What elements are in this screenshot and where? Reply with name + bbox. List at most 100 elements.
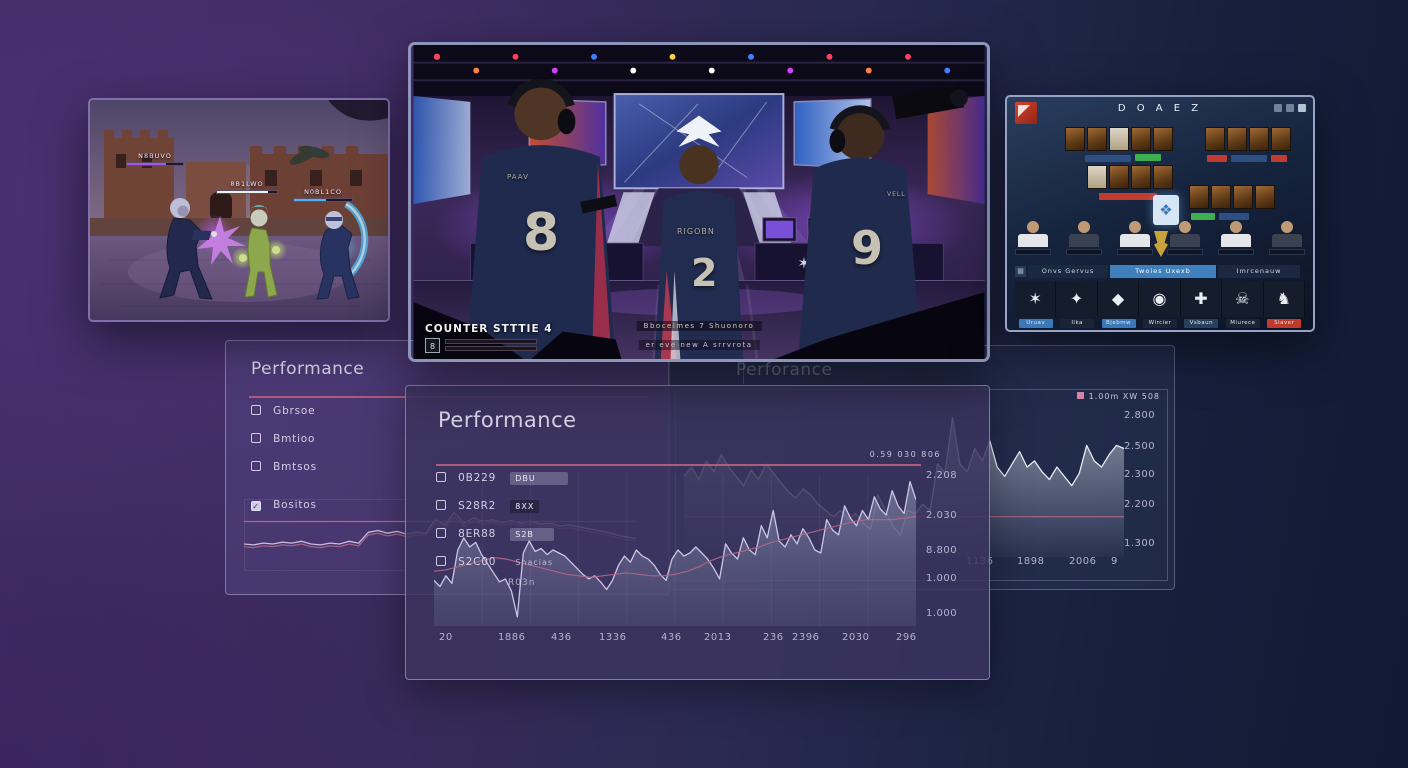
legend-checkbox-row[interactable]: Gbrsoe bbox=[251, 405, 317, 417]
player-nameplate bbox=[1116, 249, 1153, 255]
hero-portrait[interactable] bbox=[1087, 127, 1107, 151]
legend-checkbox-row[interactable]: 0B229 DBU bbox=[436, 472, 569, 485]
checkbox-icon[interactable] bbox=[436, 528, 446, 538]
hud-slot: 8 bbox=[425, 338, 440, 353]
legend-checkbox-row[interactable]: Bmtioo bbox=[251, 433, 317, 445]
nameplate: N0BL1CO bbox=[293, 188, 353, 202]
team-logo-icon[interactable]: ✦ bbox=[1056, 281, 1098, 317]
health-bar bbox=[445, 338, 537, 344]
player-card bbox=[1064, 221, 1104, 261]
score-bar bbox=[1085, 155, 1131, 162]
legend-swatch-icon bbox=[1076, 392, 1084, 399]
legend-badge: 8XX bbox=[510, 500, 540, 513]
team-logo-icon[interactable]: ☠ bbox=[1222, 281, 1264, 317]
loss-bar bbox=[1099, 193, 1157, 200]
grid-icon[interactable]: ▦ bbox=[1015, 266, 1026, 277]
player-card bbox=[1216, 221, 1256, 261]
window-maximize-icon[interactable] bbox=[1286, 104, 1294, 112]
y-tick: 1.300 bbox=[1124, 538, 1156, 549]
window-close-icon[interactable] bbox=[1298, 104, 1306, 112]
hero-portrait[interactable] bbox=[1271, 127, 1291, 151]
hero-portrait[interactable] bbox=[1131, 165, 1151, 189]
hero-portrait[interactable] bbox=[1153, 127, 1173, 151]
team-chip[interactable]: Ilka bbox=[1060, 319, 1095, 328]
hero-portrait[interactable] bbox=[1087, 165, 1107, 189]
player-left bbox=[466, 78, 618, 359]
bans-right bbox=[1189, 185, 1275, 209]
hero-portrait[interactable] bbox=[1109, 127, 1129, 151]
hero-portrait[interactable] bbox=[1189, 185, 1209, 209]
checkbox-checked-icon[interactable]: ✓ bbox=[251, 501, 261, 511]
legend-checkbox-row[interactable]: S28R2 8XX bbox=[436, 500, 568, 513]
team-logo-icon[interactable]: ♞ bbox=[1263, 281, 1305, 317]
performance-panel-main: Performance 0.59 030 806 0B229 DBU S28R2… bbox=[405, 385, 990, 680]
hero-portrait[interactable] bbox=[1211, 185, 1231, 209]
hero-portrait[interactable] bbox=[1249, 127, 1269, 151]
checkbox-icon[interactable] bbox=[251, 461, 261, 471]
legend-checkbox-row[interactable]: S2C00 Snacias bbox=[436, 556, 568, 569]
hero-portrait[interactable] bbox=[1233, 185, 1253, 209]
jersey-number: 2 bbox=[691, 251, 718, 295]
x-tick: 20 bbox=[439, 632, 453, 643]
player-card bbox=[1013, 221, 1053, 261]
team-chip[interactable]: Bjebmw bbox=[1101, 319, 1136, 328]
dota-logo-icon bbox=[1015, 102, 1037, 124]
team-chip[interactable]: Uruav bbox=[1018, 319, 1053, 328]
hero-portrait[interactable] bbox=[1065, 127, 1085, 151]
team-crest-icon: ❖ bbox=[1153, 195, 1179, 225]
tab-right[interactable]: Imrcenauw bbox=[1218, 265, 1300, 278]
tournament-logo-icon bbox=[676, 115, 722, 148]
window-title: D O A E Z bbox=[1117, 103, 1203, 114]
player-nameplate bbox=[1065, 249, 1102, 255]
panel-title: Perforance bbox=[736, 360, 833, 380]
team-chip[interactable]: Miurece bbox=[1225, 319, 1260, 328]
x-tick: 2396 bbox=[792, 632, 820, 643]
stage-scene: ✦ ❖ ✶ ◆ bbox=[413, 45, 985, 359]
team-logo-icon[interactable]: ◆ bbox=[1097, 281, 1140, 317]
hero-portrait[interactable] bbox=[1109, 165, 1129, 189]
hero-portrait[interactable] bbox=[1255, 185, 1275, 209]
x-tick: 2013 bbox=[704, 632, 732, 643]
team-logo-icon[interactable]: ✚ bbox=[1180, 281, 1223, 317]
checkbox-icon[interactable] bbox=[251, 433, 261, 443]
legend-checkbox-row[interactable]: Bmtsos bbox=[251, 461, 317, 473]
chart-legend: 1.00m XW 508 bbox=[1076, 392, 1160, 401]
team-logo-icon[interactable]: ✶ bbox=[1015, 281, 1057, 317]
health-bar bbox=[126, 162, 184, 166]
health-bar bbox=[293, 198, 353, 202]
tab-group-stage[interactable]: Onvs Gervus bbox=[1028, 265, 1108, 278]
player-nameplate bbox=[1268, 249, 1305, 255]
health-bar bbox=[216, 190, 278, 194]
x-tick: 9 bbox=[1111, 556, 1118, 567]
y-tick: 2.800 bbox=[1124, 410, 1156, 421]
score-bar bbox=[1219, 213, 1249, 220]
hero-portrait[interactable] bbox=[1153, 165, 1173, 189]
character-purple-ninja bbox=[159, 198, 246, 300]
player-nameplate bbox=[1218, 249, 1255, 255]
win-chip bbox=[1191, 213, 1215, 220]
column-divider bbox=[743, 354, 744, 384]
trophy-icon bbox=[1154, 231, 1168, 257]
nameplate: 8B1LWO bbox=[216, 180, 278, 194]
checkbox-icon[interactable] bbox=[436, 500, 446, 510]
checkbox-icon[interactable] bbox=[251, 405, 261, 415]
jersey-name: RIGOBN bbox=[677, 227, 715, 236]
hero-portrait[interactable] bbox=[1131, 127, 1151, 151]
checkbox-icon[interactable] bbox=[436, 556, 446, 566]
esports-stage-photo: ✦ ❖ ✶ ◆ bbox=[408, 42, 990, 362]
legend-checkbox-row[interactable]: ✓ Bositos bbox=[251, 499, 317, 511]
y-tick: 1.000 bbox=[926, 573, 958, 584]
team-chip[interactable]: Siaver bbox=[1267, 319, 1302, 328]
legend-checkbox-row[interactable]: 8ER88 S2B bbox=[436, 528, 568, 541]
player-card bbox=[1267, 221, 1307, 261]
window-minimize-icon[interactable] bbox=[1274, 104, 1282, 112]
hero-portrait[interactable] bbox=[1227, 127, 1247, 151]
tab-active[interactable]: Twoies Uxexb bbox=[1110, 265, 1216, 278]
team-chip[interactable]: Wircier bbox=[1142, 319, 1177, 328]
team-chip[interactable]: Vsbaun bbox=[1184, 319, 1219, 328]
hero-portrait[interactable] bbox=[1205, 127, 1225, 151]
checkbox-icon[interactable] bbox=[436, 472, 446, 482]
broadcast-caption: Bbocelmes 7 Shuonoro er eve new A srrvro… bbox=[636, 313, 762, 351]
player-right bbox=[798, 84, 968, 359]
team-logo-icon[interactable]: ◉ bbox=[1139, 281, 1181, 317]
